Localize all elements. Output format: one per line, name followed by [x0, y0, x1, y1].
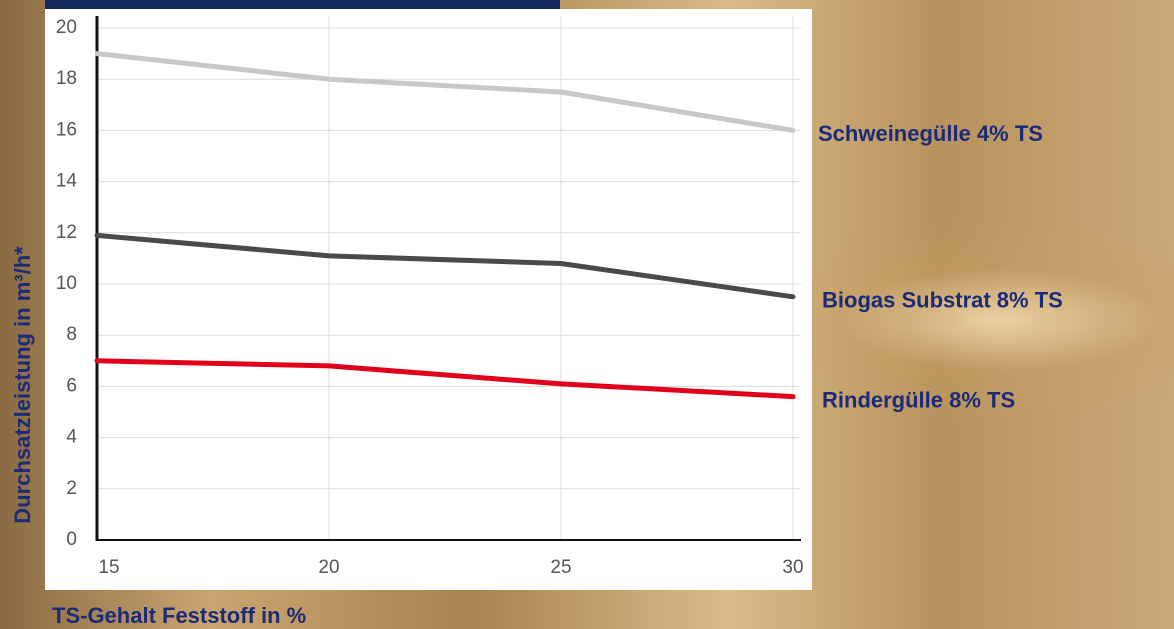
page: {"chart_data": {"type": "line", "x_label… [0, 0, 1174, 629]
series-label: Rindergülle 8% TS [822, 387, 1015, 412]
y-tick-label: 20 [56, 17, 77, 38]
y-tick-label: 10 [56, 273, 77, 294]
header-bar [45, 0, 560, 9]
y-tick-label: 18 [56, 68, 77, 89]
x-tick-label: 20 [318, 557, 339, 578]
y-tick-label: 2 [66, 478, 77, 499]
y-tick-label: 14 [56, 171, 78, 192]
y-tick-label: 8 [66, 324, 77, 345]
series-label: Biogas Substrat 8% TS [822, 288, 1063, 313]
y-tick-label: 0 [66, 529, 77, 550]
x-tick-label: 15 [98, 557, 119, 578]
chart-panel [45, 9, 812, 590]
x-axis-title: TS-Gehalt Feststoff in % [52, 603, 306, 628]
y-tick-label: 12 [56, 222, 77, 243]
x-tick-label: 30 [782, 557, 803, 578]
series-label: Schweinegülle 4% TS [818, 121, 1043, 146]
y-axis-title: Durchsatzleistung in m³/h* [10, 246, 35, 524]
y-tick-label: 6 [66, 375, 77, 396]
y-tick-label: 4 [66, 427, 77, 448]
y-tick-label: 16 [56, 119, 77, 140]
chart: Durchsatzleistung in m³/h* TS-Gehalt Fes… [0, 0, 1174, 629]
x-tick-label: 25 [550, 557, 571, 578]
